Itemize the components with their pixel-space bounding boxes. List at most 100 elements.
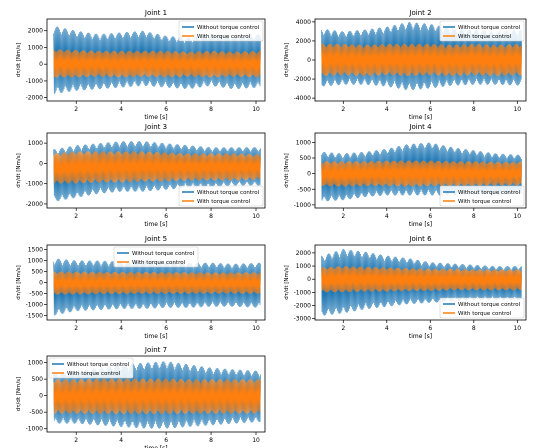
y-tick-label: -3000 — [294, 316, 312, 323]
y-tick-label: 1000 — [28, 360, 43, 367]
x-tick-label: 8 — [209, 213, 213, 220]
y-tick-label: 500 — [32, 268, 44, 275]
plot-area — [321, 248, 522, 316]
series-without-torque-control — [321, 248, 522, 316]
axes-frame — [46, 355, 266, 433]
x-tick-label: 4 — [119, 213, 123, 220]
y-tick-label: 1000 — [28, 257, 43, 264]
x-tick-label: 2 — [341, 106, 345, 113]
legend-box — [113, 246, 199, 268]
y-tick-label: 1000 — [28, 140, 43, 147]
legend: Without torque control With torque contro… — [439, 297, 525, 319]
legend-box — [439, 185, 525, 207]
series-without-torque-control — [321, 142, 522, 202]
series-with-torque-control — [53, 151, 261, 184]
x-tick-label: 10 — [252, 325, 260, 332]
x-tick-label: 6 — [164, 325, 168, 332]
y-tick-label: 0 — [307, 171, 311, 178]
y-tick-label: 0 — [39, 280, 43, 287]
chart-joint-5: 2 4 6 8 10 -1500 -1000 -500 0 500 1000 1500 Joint 5 t… — [16, 235, 266, 340]
x-tick-label: 8 — [209, 325, 213, 332]
x-tick-label: 2 — [74, 213, 78, 220]
y-tick-label: -2000 — [26, 95, 44, 102]
series-with-torque-control — [321, 160, 522, 187]
x-tick-label: 8 — [472, 106, 476, 113]
x-tick-label: 2 — [74, 437, 78, 444]
y-tick-label: -1000 — [26, 302, 44, 309]
y-tick-label: -1000 — [26, 78, 44, 85]
chart-title: Joint 2 — [408, 9, 431, 17]
legend-label: With torque control — [67, 371, 121, 377]
legend-label: Without torque control — [197, 25, 260, 31]
x-axis-label: time [s] — [144, 333, 167, 340]
y-tick-label: -500 — [297, 186, 311, 193]
y-tick-label: 500 — [32, 376, 44, 383]
legend: Without torque control With torque contro… — [439, 20, 525, 42]
y-tick-label: -500 — [29, 291, 43, 298]
y-tick-label: 1000 — [28, 44, 43, 51]
x-tick-label: 6 — [164, 106, 168, 113]
legend-box — [178, 20, 264, 42]
x-tick-label: 4 — [119, 106, 123, 113]
x-tick-label: 4 — [119, 437, 123, 444]
series-with-torque-control — [321, 43, 522, 77]
legend-label: Without torque control — [458, 302, 521, 308]
series-with-torque-control — [53, 271, 261, 295]
legend-box — [439, 20, 525, 42]
y-tick-label: 1000 — [296, 263, 311, 270]
axes-frame — [46, 132, 266, 209]
y-tick-label: 0 — [39, 61, 43, 68]
chart-title: Joint 4 — [408, 123, 432, 131]
y-tick-label: 500 — [300, 155, 312, 162]
y-tick-label: -4000 — [294, 95, 312, 102]
x-tick-label: 10 — [513, 213, 521, 220]
legend-box — [178, 185, 264, 207]
chart-joint-7: 2 4 6 8 10 -1000 -500 0 500 1000 Joint 7 time [s] dτ… — [16, 346, 266, 448]
y-tick-label: 4000 — [296, 19, 311, 26]
x-axis-label: time [s] — [144, 445, 167, 448]
chart-joint-1: 2 4 6 8 10 -2000 -1000 0 1000 2000 Joint 1 time [s]… — [16, 9, 266, 121]
x-tick-label: 8 — [209, 106, 213, 113]
legend-label: Without torque control — [197, 190, 260, 196]
legend-label: Without torque control — [458, 190, 521, 196]
axes-frame — [314, 244, 527, 321]
y-tick-label: -2000 — [294, 76, 312, 83]
chart-title: Joint 1 — [144, 9, 167, 17]
x-tick-label: 6 — [428, 325, 432, 332]
y-tick-label: -1000 — [294, 289, 312, 296]
legend: Without torque control With torque contro… — [48, 357, 134, 379]
y-axis-label: dτ/dt [Nm/s] — [284, 43, 290, 78]
series-with-torque-control — [321, 266, 522, 293]
x-tick-label: 10 — [252, 106, 260, 113]
chart-title: Joint 6 — [408, 235, 432, 243]
y-tick-label: 0 — [307, 57, 311, 64]
x-axis-label: time [s] — [144, 114, 167, 121]
x-axis-label: time [s] — [409, 221, 432, 228]
axes-frame — [314, 132, 527, 209]
legend-label: With torque control — [458, 311, 512, 317]
y-axis-label: dτ/dt [Nm/s] — [284, 153, 290, 188]
chart-joint-3: 2 4 6 8 10 -2000 -1000 0 1000 Joint 3 time [s] dτ/d… — [16, 123, 266, 228]
y-tick-label: 2000 — [28, 28, 43, 35]
series-without-torque-control — [53, 141, 261, 202]
chart-title: Joint 3 — [144, 123, 167, 131]
y-axis-label: dτ/dt [Nm/s] — [16, 153, 22, 188]
legend-label: With torque control — [197, 199, 251, 205]
x-tick-label: 10 — [252, 213, 260, 220]
legend-label: Without torque control — [67, 362, 130, 368]
y-axis-label: dτ/dt [Nm/s] — [16, 43, 22, 78]
chart-joint-4: 2 4 6 8 10 -1000 -500 0 500 1000 Joint 4 time [s] dτ… — [284, 123, 527, 228]
x-tick-label: 8 — [209, 437, 213, 444]
x-tick-label: 10 — [513, 106, 521, 113]
series-with-torque-control — [53, 378, 261, 415]
x-axis-label: time [s] — [144, 221, 167, 228]
legend: Without torque control With torque contro… — [113, 246, 199, 268]
x-tick-label: 6 — [428, 106, 432, 113]
legend-box — [48, 357, 134, 379]
axes-frame — [46, 18, 266, 102]
x-tick-label: 4 — [385, 106, 389, 113]
x-axis-label: time [s] — [409, 333, 432, 340]
x-tick-label: 2 — [341, 325, 345, 332]
x-axis-label: time [s] — [409, 114, 432, 121]
